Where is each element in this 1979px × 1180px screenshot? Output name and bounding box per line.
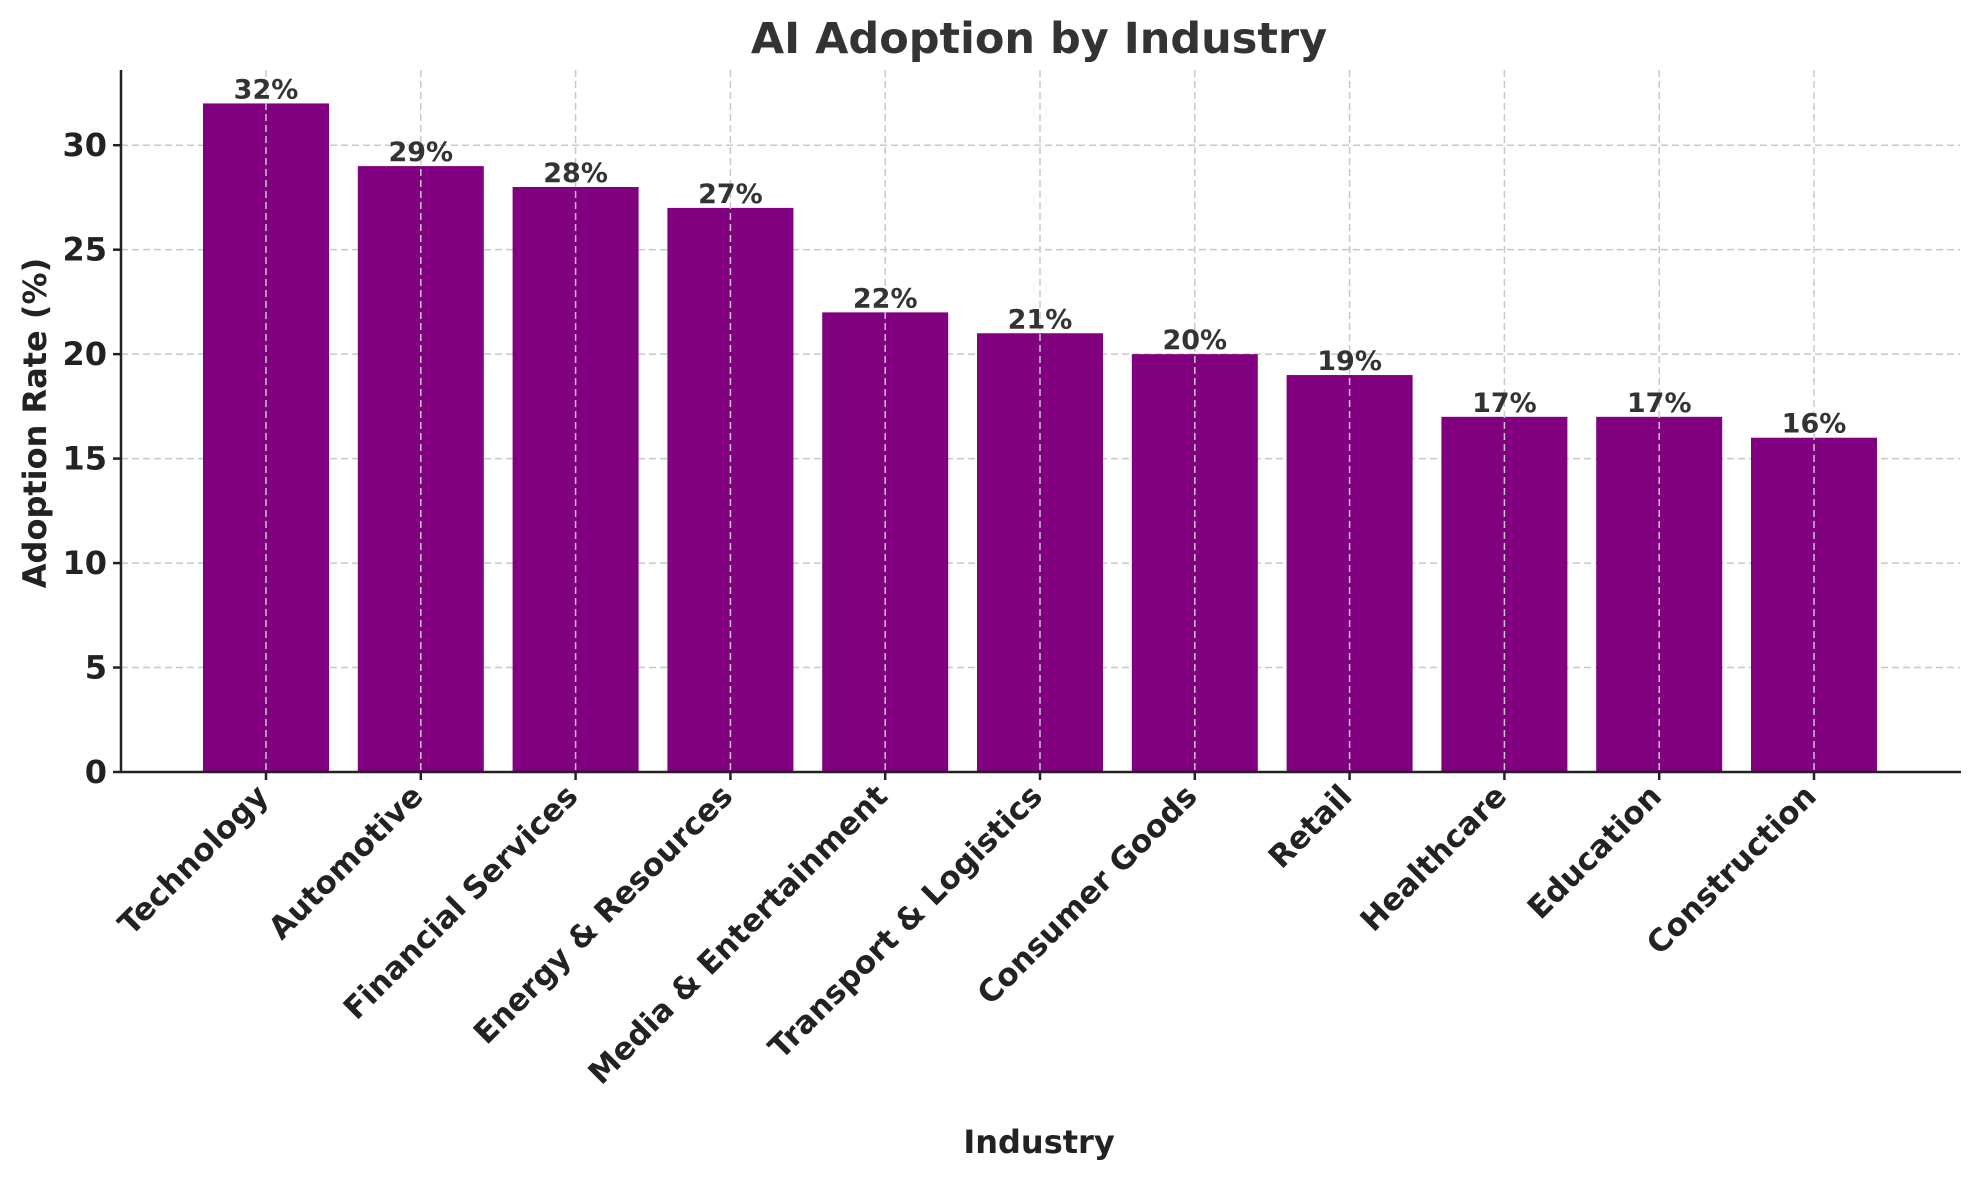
x-tick-label: Automotive [262, 778, 431, 947]
x-tick-label: Technology [111, 778, 275, 942]
chart-title: AI Adoption by Industry [751, 14, 1327, 64]
y-tick-label: 20 [62, 335, 107, 373]
bar-value-label: 17% [1472, 388, 1537, 419]
bar-value-label: 16% [1782, 409, 1847, 440]
bar-value-label: 27% [698, 179, 763, 210]
bar-value-label: 32% [234, 74, 299, 105]
bar-value-label: 17% [1627, 388, 1692, 419]
y-tick-label: 5 [85, 649, 107, 687]
bar-value-label: 19% [1317, 346, 1382, 377]
vertical-grid-lines [265, 70, 1815, 772]
y-tick-label: 0 [85, 753, 107, 791]
x-tick-label: Transport & Logistics [762, 778, 1050, 1066]
x-axis-label: Industry [963, 1123, 1115, 1161]
x-tick-label: Media & Entertainment [581, 778, 895, 1092]
y-axis-label: Adoption Rate (%) [16, 258, 54, 588]
bar-value-label: 22% [853, 283, 918, 314]
bar-value-label: 28% [543, 158, 608, 189]
bar-value-label: 29% [388, 137, 453, 168]
y-tick-label: 10 [62, 544, 107, 582]
y-tick-label: 15 [62, 440, 107, 478]
x-tick-label: Healthcare [1354, 778, 1515, 939]
y-tick-label: 25 [62, 231, 107, 269]
y-ticks: 0 5 10 15 20 25 30 [62, 126, 121, 791]
bar [822, 312, 949, 772]
bar-value-labels: 32% 29% 28% 27% 22% 21% 20% 19% 17% 17% 16% [234, 74, 1847, 439]
x-tick-label: Energy & Resources [467, 778, 740, 1051]
x-tick-label: Retail [1262, 778, 1360, 876]
y-tick-label: 30 [62, 126, 107, 164]
x-tick-label: Education [1521, 778, 1669, 926]
bar-value-label: 20% [1162, 325, 1227, 356]
bar [977, 333, 1103, 772]
bar-value-label: 21% [1008, 304, 1073, 335]
x-tick-label: Construction [1640, 778, 1824, 962]
bar [1286, 375, 1413, 772]
